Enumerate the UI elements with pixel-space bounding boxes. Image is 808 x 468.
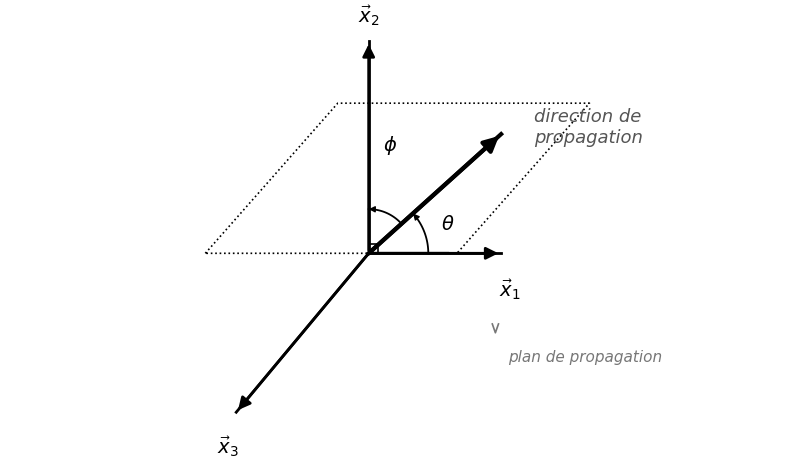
Text: $\vec{x}_3$: $\vec{x}_3$ — [217, 434, 238, 459]
Text: $\phi$: $\phi$ — [383, 134, 397, 157]
Text: direction de
propagation: direction de propagation — [534, 108, 643, 147]
Text: $\vec{x}_2$: $\vec{x}_2$ — [358, 4, 380, 28]
Text: $\theta$: $\theta$ — [441, 215, 455, 234]
Text: $\vec{x}_1$: $\vec{x}_1$ — [499, 278, 521, 302]
Text: plan de propagation: plan de propagation — [507, 350, 662, 365]
